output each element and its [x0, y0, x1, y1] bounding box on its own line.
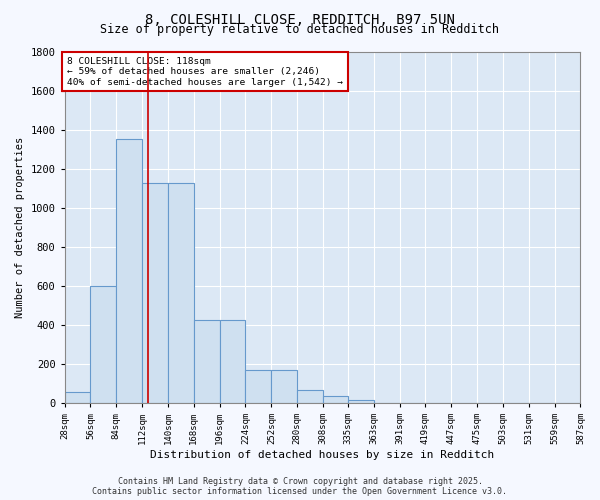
- Text: 8, COLESHILL CLOSE, REDDITCH, B97 5UN: 8, COLESHILL CLOSE, REDDITCH, B97 5UN: [145, 12, 455, 26]
- Bar: [297, 390, 323, 403]
- Bar: [65, 392, 91, 403]
- Bar: [142, 184, 168, 403]
- Bar: [271, 370, 297, 403]
- Bar: [323, 396, 348, 403]
- Text: Contains HM Land Registry data © Crown copyright and database right 2025.
Contai: Contains HM Land Registry data © Crown c…: [92, 476, 508, 496]
- Bar: [245, 370, 271, 403]
- Bar: [220, 320, 245, 403]
- Bar: [194, 320, 220, 403]
- Text: Size of property relative to detached houses in Redditch: Size of property relative to detached ho…: [101, 22, 499, 36]
- Bar: [91, 286, 116, 403]
- Y-axis label: Number of detached properties: Number of detached properties: [15, 136, 25, 318]
- Bar: [348, 400, 374, 403]
- Bar: [116, 140, 142, 403]
- Bar: [168, 184, 194, 403]
- Text: 8 COLESHILL CLOSE: 118sqm
← 59% of detached houses are smaller (2,246)
40% of se: 8 COLESHILL CLOSE: 118sqm ← 59% of detac…: [67, 57, 343, 86]
- X-axis label: Distribution of detached houses by size in Redditch: Distribution of detached houses by size …: [151, 450, 494, 460]
